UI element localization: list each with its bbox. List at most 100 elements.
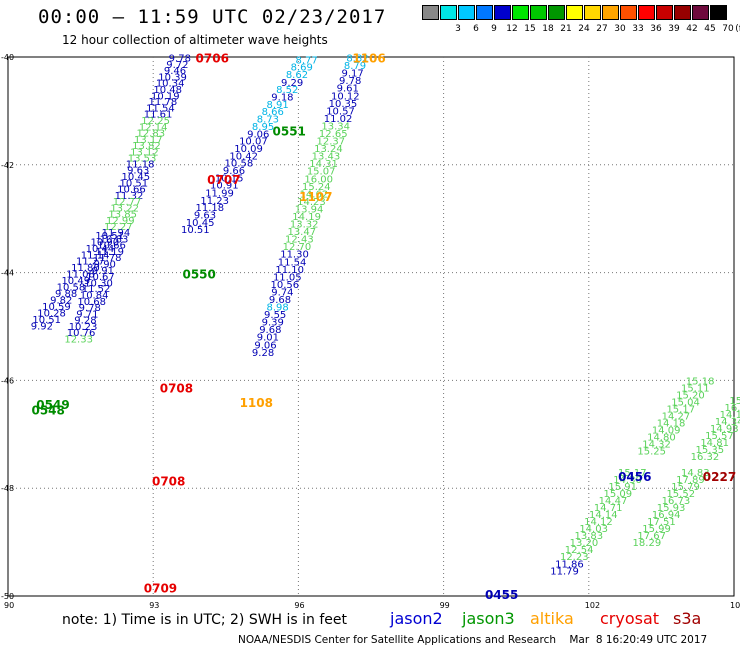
lon-label: 99 bbox=[440, 601, 450, 610]
pass-time-label: 0706 bbox=[196, 52, 229, 66]
legend-swatch bbox=[602, 5, 619, 20]
swh-value: 9.17 bbox=[341, 69, 363, 80]
swh-value: 15.09 bbox=[604, 489, 633, 500]
swh-value: 10.58 bbox=[57, 283, 86, 294]
swh-value: 12.27 bbox=[104, 222, 133, 233]
satellite-name-cryosat: cryosat bbox=[600, 609, 660, 628]
swh-value: 9.63 bbox=[127, 166, 149, 177]
swh-value: 8.62 bbox=[286, 70, 308, 81]
swh-value: 10.28 bbox=[37, 308, 66, 319]
swh-value: 16.00 bbox=[304, 174, 333, 185]
pass-time-label: 0550 bbox=[182, 268, 215, 282]
swh-value: 10.34 bbox=[156, 78, 185, 89]
legend-swatch bbox=[620, 5, 637, 20]
swh-value: 9.63 bbox=[194, 210, 216, 221]
swh-value: 14.80 bbox=[647, 432, 676, 443]
page-title: 00:00 — 11:59 UTC 02/23/2017 bbox=[38, 6, 387, 28]
swh-value: 14.27 bbox=[662, 411, 691, 422]
lon-label: 90 bbox=[4, 601, 14, 610]
swh-value: 10.35 bbox=[329, 99, 358, 110]
swh-value: 9.68 bbox=[259, 325, 281, 336]
pass-time-label: 0456 bbox=[618, 470, 651, 484]
satellite-name-s3a: s3a bbox=[673, 609, 702, 628]
pass-time-label: 1106 bbox=[352, 52, 385, 66]
swh-value: 9.46 bbox=[164, 66, 186, 77]
swh-value: 11.52 bbox=[82, 284, 111, 295]
swh-value: 14.10 bbox=[720, 410, 740, 421]
pass-time-label: 0709 bbox=[144, 581, 177, 595]
swh-value: 11.05 bbox=[273, 272, 302, 283]
swh-value: 14.32 bbox=[642, 439, 671, 450]
legend-label: 36 bbox=[650, 24, 662, 34]
swh-value: 13.83 bbox=[574, 531, 603, 542]
swh-value: 12.14 bbox=[139, 123, 168, 134]
swh-value: 11.54 bbox=[278, 257, 307, 268]
swh-value: 17.67 bbox=[637, 531, 666, 542]
swh-value: 8.82 bbox=[346, 54, 368, 65]
lon-label: 93 bbox=[149, 601, 159, 610]
swh-value: 13.24 bbox=[314, 144, 343, 155]
legend-unit: (ft) bbox=[735, 24, 740, 34]
swh-value: 12.37 bbox=[317, 137, 346, 148]
swh-value: 8.95 bbox=[252, 122, 274, 133]
swh-value: 13.94 bbox=[295, 204, 324, 215]
legend-swatch bbox=[458, 5, 475, 20]
swh-value: 13.34 bbox=[321, 121, 350, 132]
legend-label: 9 bbox=[491, 24, 497, 34]
swh-value: 15.04 bbox=[671, 397, 700, 408]
swh-value: 14.83 bbox=[681, 468, 710, 479]
legend-swatch bbox=[638, 5, 655, 20]
swh-value: 15.57 bbox=[705, 431, 734, 442]
swh-value: 11.61 bbox=[144, 110, 173, 121]
swh-value: 15.17 bbox=[666, 404, 695, 415]
swh-value: 8.52 bbox=[276, 85, 298, 96]
swh-value: 13.43 bbox=[312, 152, 341, 163]
swh-value: 15.79 bbox=[671, 482, 700, 493]
swh-value: 10.45 bbox=[186, 218, 215, 229]
legend-label: 27 bbox=[596, 24, 608, 34]
satellite-name-altika: altika bbox=[530, 609, 574, 628]
swh-value: 15.07 bbox=[307, 167, 336, 178]
swh-value: 15.17 bbox=[618, 468, 647, 479]
lon-label: 102 bbox=[585, 601, 600, 610]
legend-label: 42 bbox=[686, 24, 698, 34]
swh-value: 10.44 bbox=[86, 244, 115, 255]
swh-value: 9.88 bbox=[55, 289, 77, 300]
swh-value: 10.76 bbox=[67, 328, 96, 339]
swh-value: 15.24 bbox=[302, 182, 331, 193]
swh-value: 14.18 bbox=[657, 418, 686, 429]
swh-value: 9.55 bbox=[264, 310, 286, 321]
swh-value: 14.34 bbox=[715, 417, 740, 428]
swh-value: 11.23 bbox=[200, 196, 229, 207]
swh-value: 10.83 bbox=[100, 235, 129, 246]
swh-value: 13.47 bbox=[287, 227, 316, 238]
pass-time-label: 0549 bbox=[36, 398, 69, 412]
swh-value: 9.01 bbox=[257, 333, 279, 344]
swh-value: 9.82 bbox=[50, 296, 72, 307]
swh-value: 9.28 bbox=[252, 348, 274, 359]
swh-value: 14.12 bbox=[584, 517, 613, 528]
swh-value: 15.20 bbox=[676, 390, 705, 401]
satellite-name-jason2: jason2 bbox=[390, 609, 443, 628]
lat-label: -46 bbox=[1, 376, 14, 385]
swh-value: 17.51 bbox=[647, 517, 676, 528]
swh-value: 10.09 bbox=[234, 144, 263, 155]
legend-swatch bbox=[512, 5, 529, 20]
swh-value: 11.54 bbox=[146, 104, 175, 115]
swh-value: 11.79 bbox=[550, 567, 579, 578]
swh-value: 9.78 bbox=[169, 54, 191, 65]
swh-value: 16.73 bbox=[662, 496, 691, 507]
swh-value: 16.94 bbox=[652, 510, 681, 521]
swh-value: 8.91 bbox=[266, 100, 288, 111]
swh-value: 10.39 bbox=[158, 72, 187, 83]
swh-value: 11.02 bbox=[324, 114, 353, 125]
swh-value: 12.70 bbox=[283, 242, 312, 253]
swh-value: 9.78 bbox=[339, 76, 361, 87]
swh-value: 14.62 bbox=[300, 189, 329, 200]
map-frame bbox=[7, 56, 735, 597]
swh-value: 12.99 bbox=[106, 216, 135, 227]
swh-value: 10.51 bbox=[32, 315, 61, 326]
legend-label: 12 bbox=[506, 24, 518, 34]
satellite-name-jason3: jason3 bbox=[462, 609, 515, 628]
